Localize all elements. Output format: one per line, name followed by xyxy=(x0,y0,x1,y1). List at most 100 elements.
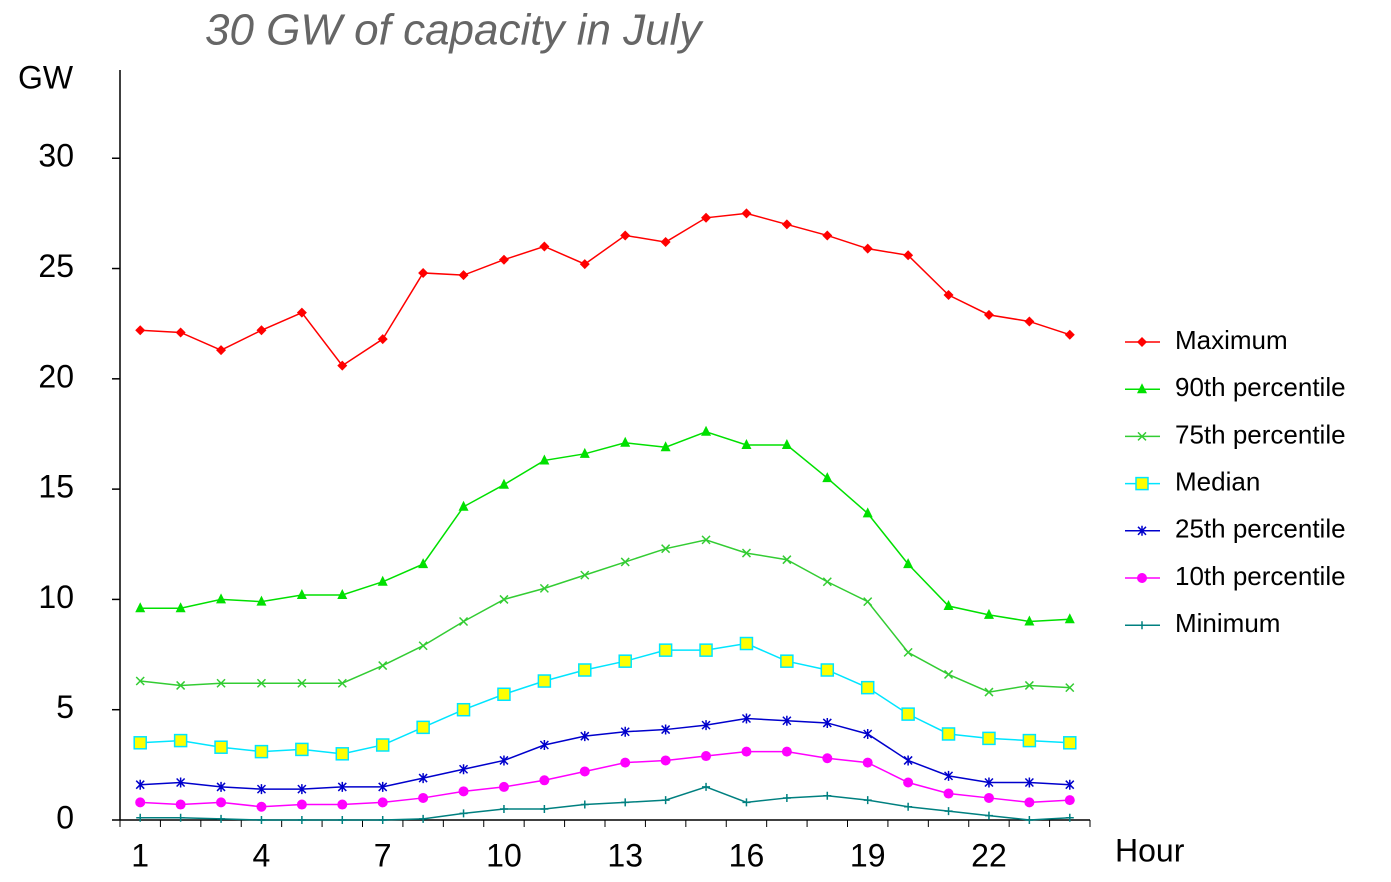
marker xyxy=(782,793,791,802)
marker-part xyxy=(459,764,469,775)
marker-part xyxy=(295,742,309,757)
marker-part xyxy=(701,535,711,545)
marker-part xyxy=(1024,797,1035,808)
marker-part xyxy=(214,740,228,754)
marker-part xyxy=(983,608,994,619)
marker xyxy=(297,678,307,688)
marker-part xyxy=(780,654,794,668)
legend-label: Median xyxy=(1175,466,1260,496)
legend-marker xyxy=(1138,621,1146,630)
marker xyxy=(539,454,550,465)
marker-part xyxy=(1137,573,1147,583)
marker xyxy=(580,731,590,742)
marker xyxy=(216,345,227,356)
marker xyxy=(176,777,186,788)
marker xyxy=(620,230,631,241)
marker xyxy=(983,309,994,320)
marker xyxy=(903,755,913,766)
marker xyxy=(1025,816,1034,824)
marker-part xyxy=(823,791,832,800)
marker xyxy=(1064,329,1075,340)
marker xyxy=(337,781,347,792)
marker xyxy=(175,602,186,613)
marker-part xyxy=(378,661,388,671)
marker xyxy=(296,307,307,318)
x-tick-label: 1 xyxy=(131,837,149,873)
marker-part xyxy=(176,680,186,690)
marker xyxy=(620,436,631,447)
marker-part xyxy=(297,784,307,795)
marker-part xyxy=(822,753,833,764)
marker-part xyxy=(133,736,147,750)
marker-part xyxy=(458,270,469,281)
marker xyxy=(337,678,347,688)
marker xyxy=(862,507,873,518)
series-line xyxy=(140,430,1070,623)
marker-part xyxy=(863,597,873,607)
legend-marker xyxy=(1135,476,1149,491)
marker-part xyxy=(741,439,752,449)
marker-part xyxy=(216,345,227,356)
marker-part xyxy=(418,773,428,784)
marker xyxy=(133,736,147,750)
legend-label: Minimum xyxy=(1175,608,1280,638)
marker xyxy=(1024,797,1035,808)
marker xyxy=(378,781,388,792)
series-line xyxy=(140,750,1070,808)
marker-part xyxy=(863,728,873,739)
marker xyxy=(782,555,792,565)
marker-part xyxy=(781,439,792,449)
marker-part xyxy=(1065,683,1075,693)
marker xyxy=(620,757,631,768)
marker xyxy=(823,791,832,800)
marker-part xyxy=(256,784,266,795)
marker-part xyxy=(458,500,469,511)
marker xyxy=(822,230,833,241)
marker xyxy=(539,775,550,786)
marker xyxy=(822,577,832,587)
series-line xyxy=(140,642,1070,755)
x-tick-label: 19 xyxy=(850,837,886,873)
marker xyxy=(579,259,590,270)
marker-part xyxy=(822,717,832,728)
marker-part xyxy=(1137,383,1147,394)
marker xyxy=(175,327,186,338)
marker xyxy=(257,816,266,824)
marker xyxy=(539,241,550,252)
marker xyxy=(335,747,350,761)
marker-part xyxy=(699,643,713,657)
marker xyxy=(982,731,996,746)
marker-part xyxy=(1065,813,1074,822)
marker-part xyxy=(539,740,549,750)
marker xyxy=(135,797,146,808)
marker xyxy=(944,669,954,679)
marker xyxy=(903,250,914,261)
x-tick-label: 10 xyxy=(486,837,522,873)
marker xyxy=(781,439,792,449)
marker-part xyxy=(621,798,630,807)
marker xyxy=(173,733,188,748)
marker-part xyxy=(984,687,994,697)
marker-part xyxy=(175,799,186,810)
marker-part xyxy=(781,219,792,230)
marker-part xyxy=(499,804,508,813)
marker-part xyxy=(1137,337,1147,347)
marker-part xyxy=(1022,733,1037,748)
marker xyxy=(418,792,429,803)
marker-part xyxy=(741,713,751,724)
marker-part xyxy=(539,775,550,786)
marker xyxy=(983,792,994,803)
marker xyxy=(375,738,390,752)
marker xyxy=(175,799,186,810)
marker xyxy=(456,702,471,717)
marker xyxy=(661,544,671,554)
marker-part xyxy=(660,237,671,248)
marker xyxy=(983,608,994,619)
x-tick-label: 13 xyxy=(607,837,643,873)
marker xyxy=(136,813,145,822)
marker-part xyxy=(337,781,347,792)
marker-part xyxy=(419,814,428,823)
marker xyxy=(822,753,833,764)
marker xyxy=(862,757,873,768)
